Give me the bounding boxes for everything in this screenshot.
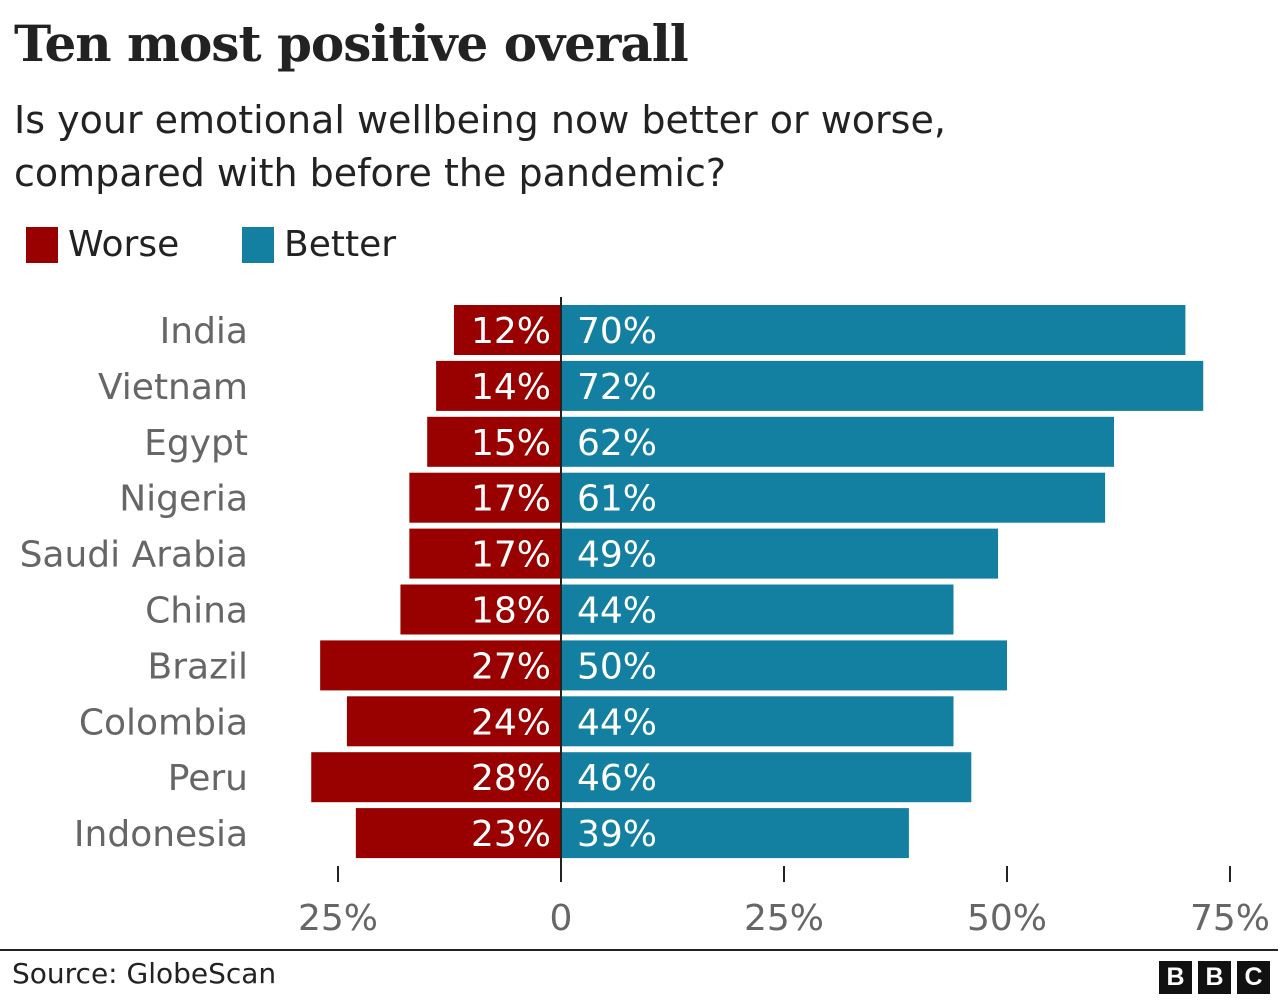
category-label: Saudi Arabia [20,535,248,576]
data-label-better: 49% [577,535,657,576]
bar-better [561,808,909,859]
footer-divider [0,949,1278,951]
category-label: India [160,311,248,352]
bbc-logo-b2: B [1198,961,1231,994]
x-tick-label: 50% [967,898,1047,939]
category-label: Egypt [144,423,248,464]
data-label-better: 39% [577,814,657,855]
data-label-better: 46% [577,758,657,799]
data-label-better: 50% [577,646,657,687]
category-label: Vietnam [98,367,248,408]
bar-worse [409,472,561,523]
bar-worse [409,528,561,579]
data-label-worse: 24% [471,702,551,743]
bar-worse [427,416,561,467]
bar-worse [355,808,561,859]
bar-better [561,360,1204,411]
bar-worse [320,640,561,691]
category-label: Nigeria [119,479,248,520]
data-label-worse: 23% [471,814,551,855]
bar-better [561,305,1186,355]
chart-subtitle: Is your emotional wellbeing now better o… [14,98,946,195]
data-label-worse: 14% [471,367,551,408]
bar-worse [311,752,561,803]
legend-swatch-better [242,226,274,263]
category-label: Peru [168,758,248,799]
category-label: Colombia [79,702,248,743]
data-label-better: 62% [577,423,657,464]
source-note: Source: GlobeScan [12,957,277,990]
category-label: Indonesia [74,814,248,855]
data-label-worse: 17% [471,479,551,520]
data-label-worse: 17% [471,535,551,576]
bbc-logo: B B C [1159,961,1270,994]
category-label: China [145,591,248,632]
bar-worse [436,360,561,411]
x-tick-label: 75% [1190,898,1270,939]
bar-better [561,752,972,803]
bar-better [561,696,954,747]
bar-worse [453,305,561,355]
legend-item-worse: Worse [26,224,179,265]
data-label-better: 61% [577,479,657,520]
x-tick-label: 25% [744,898,824,939]
x-tick-label: 25% [298,898,378,939]
data-label-better: 44% [577,702,657,743]
bbc-logo-b1: B [1159,961,1192,994]
bar-worse [400,584,561,635]
data-label-worse: 27% [471,646,551,687]
bar-better [561,416,1115,467]
data-label-better: 70% [577,311,657,352]
data-label-worse: 18% [471,591,551,632]
x-tick-label: 0 [550,898,573,939]
bbc-logo-c: C [1237,961,1270,994]
bar-better [561,472,1106,523]
legend-item-better: Better [242,224,396,265]
data-label-worse: 12% [471,311,551,352]
data-label-worse: 28% [471,758,551,799]
bar-better [561,528,999,579]
data-label-better: 72% [577,367,657,408]
legend-label-better: Better [284,224,397,265]
bar-better [561,640,1007,691]
legend-label-worse: Worse [68,224,180,265]
chart-title: Ten most positive overall [14,14,689,73]
legend-swatch-worse [26,226,58,263]
category-label: Brazil [148,646,248,687]
data-label-better: 44% [577,591,657,632]
bar-worse [346,696,561,747]
data-label-worse: 15% [471,423,551,464]
bar-better [561,584,954,635]
